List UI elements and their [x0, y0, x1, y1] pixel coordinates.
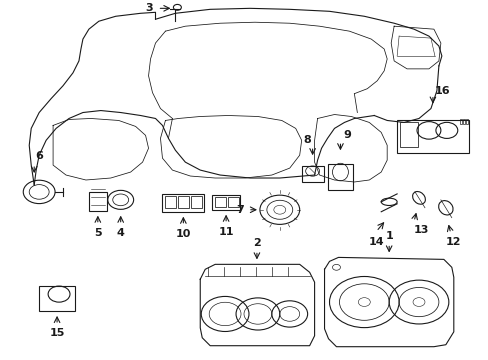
Text: 5: 5	[94, 228, 102, 238]
Bar	[301, 166, 323, 182]
Bar	[178, 196, 189, 208]
Bar	[162, 194, 204, 212]
Text: 4: 4	[117, 228, 124, 238]
Bar	[459, 118, 461, 125]
Bar	[165, 196, 176, 208]
Bar	[191, 196, 202, 208]
Bar	[89, 192, 106, 211]
Bar	[39, 286, 75, 311]
Text: 15: 15	[49, 328, 64, 338]
Text: 7: 7	[236, 205, 244, 215]
Text: 6: 6	[35, 151, 43, 161]
Text: 1: 1	[385, 230, 392, 240]
Text: 12: 12	[445, 237, 461, 247]
Text: 2: 2	[252, 238, 260, 248]
Text: 8: 8	[303, 135, 311, 145]
Bar	[462, 118, 464, 125]
Bar	[399, 122, 417, 147]
Text: 13: 13	[412, 225, 428, 235]
Bar	[215, 197, 225, 207]
Bar	[227, 197, 239, 207]
Text: 9: 9	[343, 130, 351, 140]
Text: 3: 3	[145, 3, 153, 13]
Text: 14: 14	[367, 237, 383, 247]
Text: 10: 10	[175, 229, 191, 239]
Text: 11: 11	[218, 226, 233, 237]
Text: 16: 16	[434, 86, 450, 96]
Bar	[327, 165, 353, 190]
Bar	[212, 195, 240, 210]
Bar	[396, 120, 468, 153]
Bar	[465, 118, 467, 125]
